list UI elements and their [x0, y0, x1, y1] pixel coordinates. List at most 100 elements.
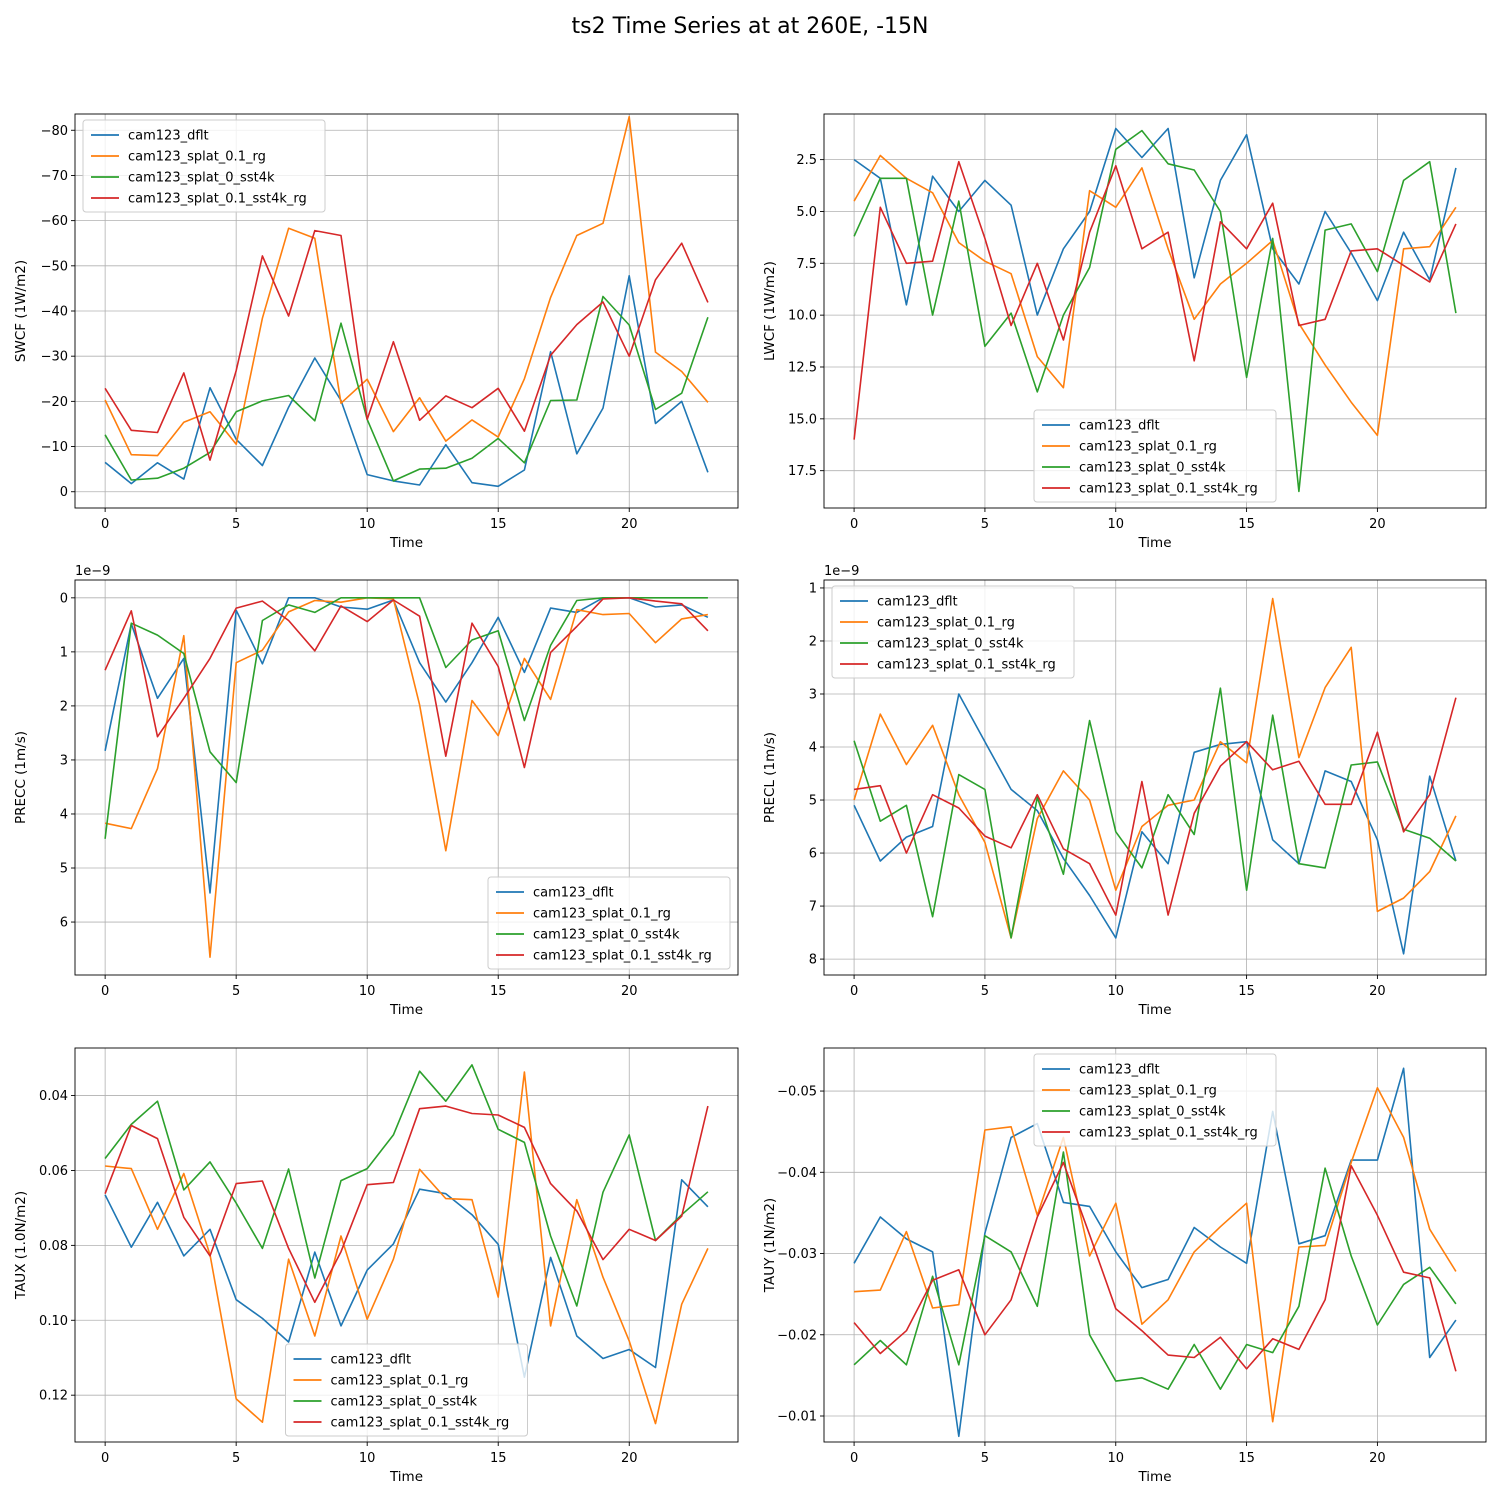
y-tick-label: 15.0: [788, 412, 817, 427]
y-tick-label: 5.0: [796, 205, 817, 220]
y-tick-label: 7.5: [796, 257, 817, 272]
legend-box: [285, 1343, 528, 1437]
y-tick-label: −0.05: [777, 1085, 817, 1100]
y-tick-label: 0.08: [39, 1239, 68, 1254]
subplot-4: 0 5 10 15 20 1 2 3 4 5 6 7 8 Time PRECL (1m/s) 1e−9 cam1…: [762, 564, 1487, 1018]
subplot-2: 0 5 10 15 20 2.5 5.0 7.5 10.0 12.5 15.0 17.5 Time LWC…: [762, 113, 1487, 551]
legend-label-3: cam123_splat_0_sst4k: [533, 928, 680, 943]
y-tick-label: 7: [809, 900, 817, 915]
x-tick-label: 0: [101, 1451, 109, 1466]
x-tick-label: 10: [359, 984, 376, 999]
x-tick-label: 15: [1238, 517, 1255, 532]
legend-label-3: cam123_splat_0_sst4k: [1079, 1105, 1226, 1120]
x-tick-label: 10: [1107, 984, 1124, 999]
x-axis-label: Time: [389, 1469, 423, 1485]
legend-label-2: cam123_splat_0.1_rg: [533, 907, 671, 922]
series-line-3: [104, 295, 709, 482]
y-tick-label: 0.06: [39, 1164, 68, 1179]
legend-box: [1033, 1053, 1277, 1147]
y-tick-label: 0.12: [39, 1389, 68, 1404]
x-tick-label: 10: [359, 517, 376, 532]
legend-label-3: cam123_splat_0_sst4k: [331, 1395, 478, 1410]
legend-label-2: cam123_splat_0.1_rg: [1079, 440, 1217, 455]
x-tick-label: 15: [490, 517, 507, 532]
y-axis-label: LWCF (1W/m2): [762, 261, 778, 361]
y-tick-label: 3: [60, 753, 68, 768]
axes-frame: [823, 113, 1487, 509]
legend-label-1: cam123_dflt: [533, 886, 614, 901]
y-tick-label: −0.04: [777, 1166, 817, 1181]
axes-frame: [823, 579, 1487, 976]
series-line-4: [104, 1105, 709, 1304]
y-tick-label: −0.01: [777, 1410, 817, 1425]
series-line-3: [853, 129, 1457, 493]
legend: cam123_dflt cam123_splat_0.1_rg cam123_spl…: [1033, 1053, 1277, 1147]
y-axis-label: SWCF (1W/m2): [13, 260, 29, 362]
x-tick-label: 15: [490, 1451, 507, 1466]
y-tick-label: 0: [60, 591, 68, 606]
series-line-4: [853, 160, 1457, 440]
y-tick-label: 3: [809, 687, 817, 702]
legend-label-2: cam123_splat_0.1_rg: [331, 1374, 469, 1389]
offset-label: 1e−9: [75, 564, 110, 579]
x-tick-label: 15: [490, 984, 507, 999]
legend-label-4: cam123_splat_0.1_sst4k_rg: [533, 949, 712, 964]
x-tick-label: 5: [232, 984, 240, 999]
y-axis-label: TAUX (1.0N/m2): [13, 1191, 29, 1300]
y-tick-label: 0.04: [39, 1089, 68, 1104]
y-tick-label: −0.03: [777, 1247, 817, 1262]
y-tick-label: −60: [41, 214, 68, 229]
legend-label-1: cam123_dflt: [1079, 1063, 1160, 1078]
x-tick-label: 15: [1238, 984, 1255, 999]
y-tick-label: 2.5: [796, 153, 817, 168]
series-line-4: [104, 229, 709, 461]
series-line-1: [853, 127, 1457, 316]
y-tick-label: 0: [60, 485, 68, 500]
x-tick-label: 5: [981, 984, 989, 999]
subplot-5: 0 5 10 15 20 0.04 0.06 0.08 0.10 0.12 Time TAUX (1.…: [13, 1047, 739, 1485]
x-tick-label: 15: [1238, 1451, 1255, 1466]
legend-box: [487, 876, 731, 970]
series-line-2: [853, 154, 1457, 437]
legend: cam123_dflt cam123_splat_0.1_rg cam123_spl…: [1033, 409, 1277, 503]
x-tick-label: 10: [1107, 1451, 1124, 1466]
y-tick-label: −40: [41, 305, 68, 320]
series-line-4: [104, 596, 709, 769]
x-axis-label: Time: [1137, 535, 1171, 551]
legend-label-4: cam123_splat_0.1_sst4k_rg: [1079, 482, 1258, 497]
series-line-1: [853, 693, 1457, 955]
x-tick-label: 20: [621, 984, 638, 999]
subplot-6: 0 5 10 15 20 −0.01 −0.02 −0.03 −0.04 −0.05 Time TAU…: [762, 1047, 1487, 1485]
series-line-2: [104, 115, 709, 457]
series-line-3: [104, 596, 708, 839]
legend-label-3: cam123_splat_0_sst4k: [128, 171, 275, 186]
legend-box: [82, 119, 326, 213]
legend-label-1: cam123_dflt: [331, 1353, 412, 1368]
x-tick-label: 0: [850, 1451, 858, 1466]
y-tick-label: 1: [809, 581, 817, 596]
x-tick-label: 10: [1107, 517, 1124, 532]
x-axis-label: Time: [1137, 1002, 1171, 1018]
series-line-1: [104, 274, 709, 488]
y-tick-label: 2: [60, 699, 68, 714]
series-line-3: [853, 1151, 1457, 1390]
y-tick-label: 5: [60, 862, 68, 877]
legend: cam123_dflt cam123_splat_0.1_rg cam123_spl…: [487, 876, 731, 970]
series-line-3: [104, 1064, 709, 1307]
x-tick-label: 0: [850, 984, 858, 999]
y-tick-label: 2: [809, 634, 817, 649]
legend: cam123_dflt cam123_splat_0.1_rg cam123_spl…: [831, 585, 1075, 679]
series-line-1: [104, 596, 709, 894]
x-tick-label: 20: [621, 517, 638, 532]
x-tick-label: 20: [1369, 517, 1386, 532]
x-tick-label: 0: [101, 984, 109, 999]
y-tick-label: 0.10: [39, 1314, 68, 1329]
x-tick-label: 5: [981, 517, 989, 532]
x-tick-label: 0: [850, 517, 858, 532]
legend-label-1: cam123_dflt: [128, 129, 209, 144]
legend-label-4: cam123_splat_0.1_sst4k_rg: [331, 1416, 510, 1431]
x-tick-label: 5: [981, 1451, 989, 1466]
x-tick-label: 5: [232, 1451, 240, 1466]
legend-label-4: cam123_splat_0.1_sst4k_rg: [877, 658, 1056, 673]
